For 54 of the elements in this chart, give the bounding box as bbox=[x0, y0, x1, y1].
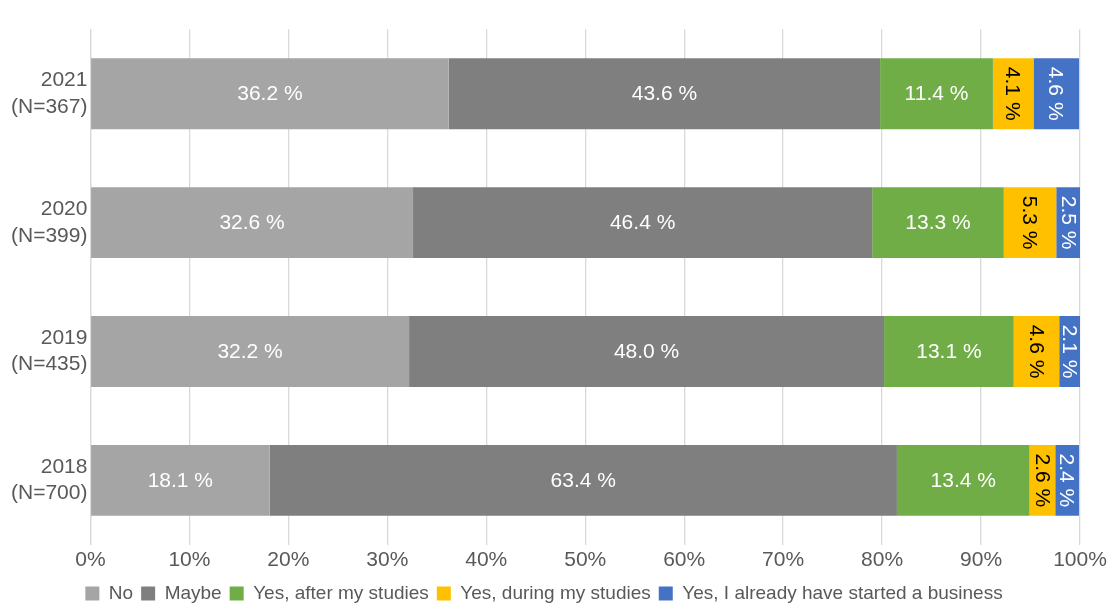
bar bbox=[91, 444, 270, 516]
bar bbox=[91, 187, 414, 259]
data-label: 13.4 % bbox=[930, 468, 996, 492]
x-tick-label: 100% bbox=[1053, 547, 1107, 571]
data-label: 13.1 % bbox=[916, 339, 982, 363]
legend-label: Yes, during my studies bbox=[460, 581, 651, 603]
x-tick-label: 50% bbox=[564, 547, 607, 571]
x-tick-label: 60% bbox=[663, 547, 706, 571]
x-tick-label: 90% bbox=[960, 547, 1003, 571]
y-tick-label: 2018 (N=700) bbox=[11, 454, 88, 504]
data-label: 32.2 % bbox=[217, 339, 283, 363]
data-label: 4.6 % bbox=[1045, 66, 1069, 121]
legend-label: Yes, I already have started a business bbox=[682, 581, 1003, 603]
bar bbox=[91, 316, 410, 387]
data-label: 2.4 % bbox=[1056, 453, 1080, 508]
bar bbox=[880, 58, 993, 130]
data-label: 2.5 % bbox=[1057, 195, 1081, 250]
bar bbox=[91, 58, 449, 130]
y-tick-label: 2021 (N=367) bbox=[11, 67, 88, 117]
x-tick-label: 70% bbox=[762, 547, 805, 571]
y-tick-label: 2020 (N=399) bbox=[11, 196, 88, 246]
data-label: 2.1 % bbox=[1058, 324, 1082, 379]
x-tick-label: 30% bbox=[366, 547, 409, 571]
bar bbox=[884, 316, 1014, 387]
data-label: 46.4 % bbox=[609, 210, 676, 234]
x-tick-label: 0% bbox=[75, 547, 106, 571]
bar bbox=[413, 187, 873, 259]
bar bbox=[448, 58, 881, 130]
x-tick-label: 80% bbox=[861, 547, 904, 571]
legend-label: No bbox=[108, 581, 134, 603]
legend-label: Maybe bbox=[164, 581, 222, 603]
bar bbox=[896, 444, 1030, 516]
data-label: 36.2 % bbox=[237, 81, 303, 105]
data-label: 32.6 % bbox=[219, 210, 285, 234]
x-tick-label: 10% bbox=[168, 547, 211, 571]
bar bbox=[1003, 187, 1057, 259]
bar bbox=[1033, 58, 1080, 130]
data-label: 48.0 % bbox=[613, 339, 680, 363]
bar bbox=[269, 444, 897, 516]
data-label: 5.3 % bbox=[1019, 195, 1043, 250]
data-label: 4.1 % bbox=[1002, 66, 1026, 121]
data-label: 11.4 % bbox=[904, 81, 969, 105]
data-label: 18.1 % bbox=[147, 468, 214, 492]
y-tick-label: 2019 (N=435) bbox=[11, 325, 88, 375]
data-label: 13.3 % bbox=[905, 210, 971, 234]
bar bbox=[409, 316, 885, 387]
data-label: 4.6 % bbox=[1025, 324, 1049, 379]
x-tick-label: 40% bbox=[465, 547, 508, 571]
x-tick-label: 20% bbox=[267, 547, 310, 571]
data-label: 43.6 % bbox=[631, 81, 698, 105]
bar bbox=[872, 187, 1004, 259]
data-label: 63.4 % bbox=[550, 468, 616, 492]
legend-label: Yes, after my studies bbox=[253, 581, 429, 603]
data-label: 2.6 % bbox=[1031, 453, 1055, 508]
